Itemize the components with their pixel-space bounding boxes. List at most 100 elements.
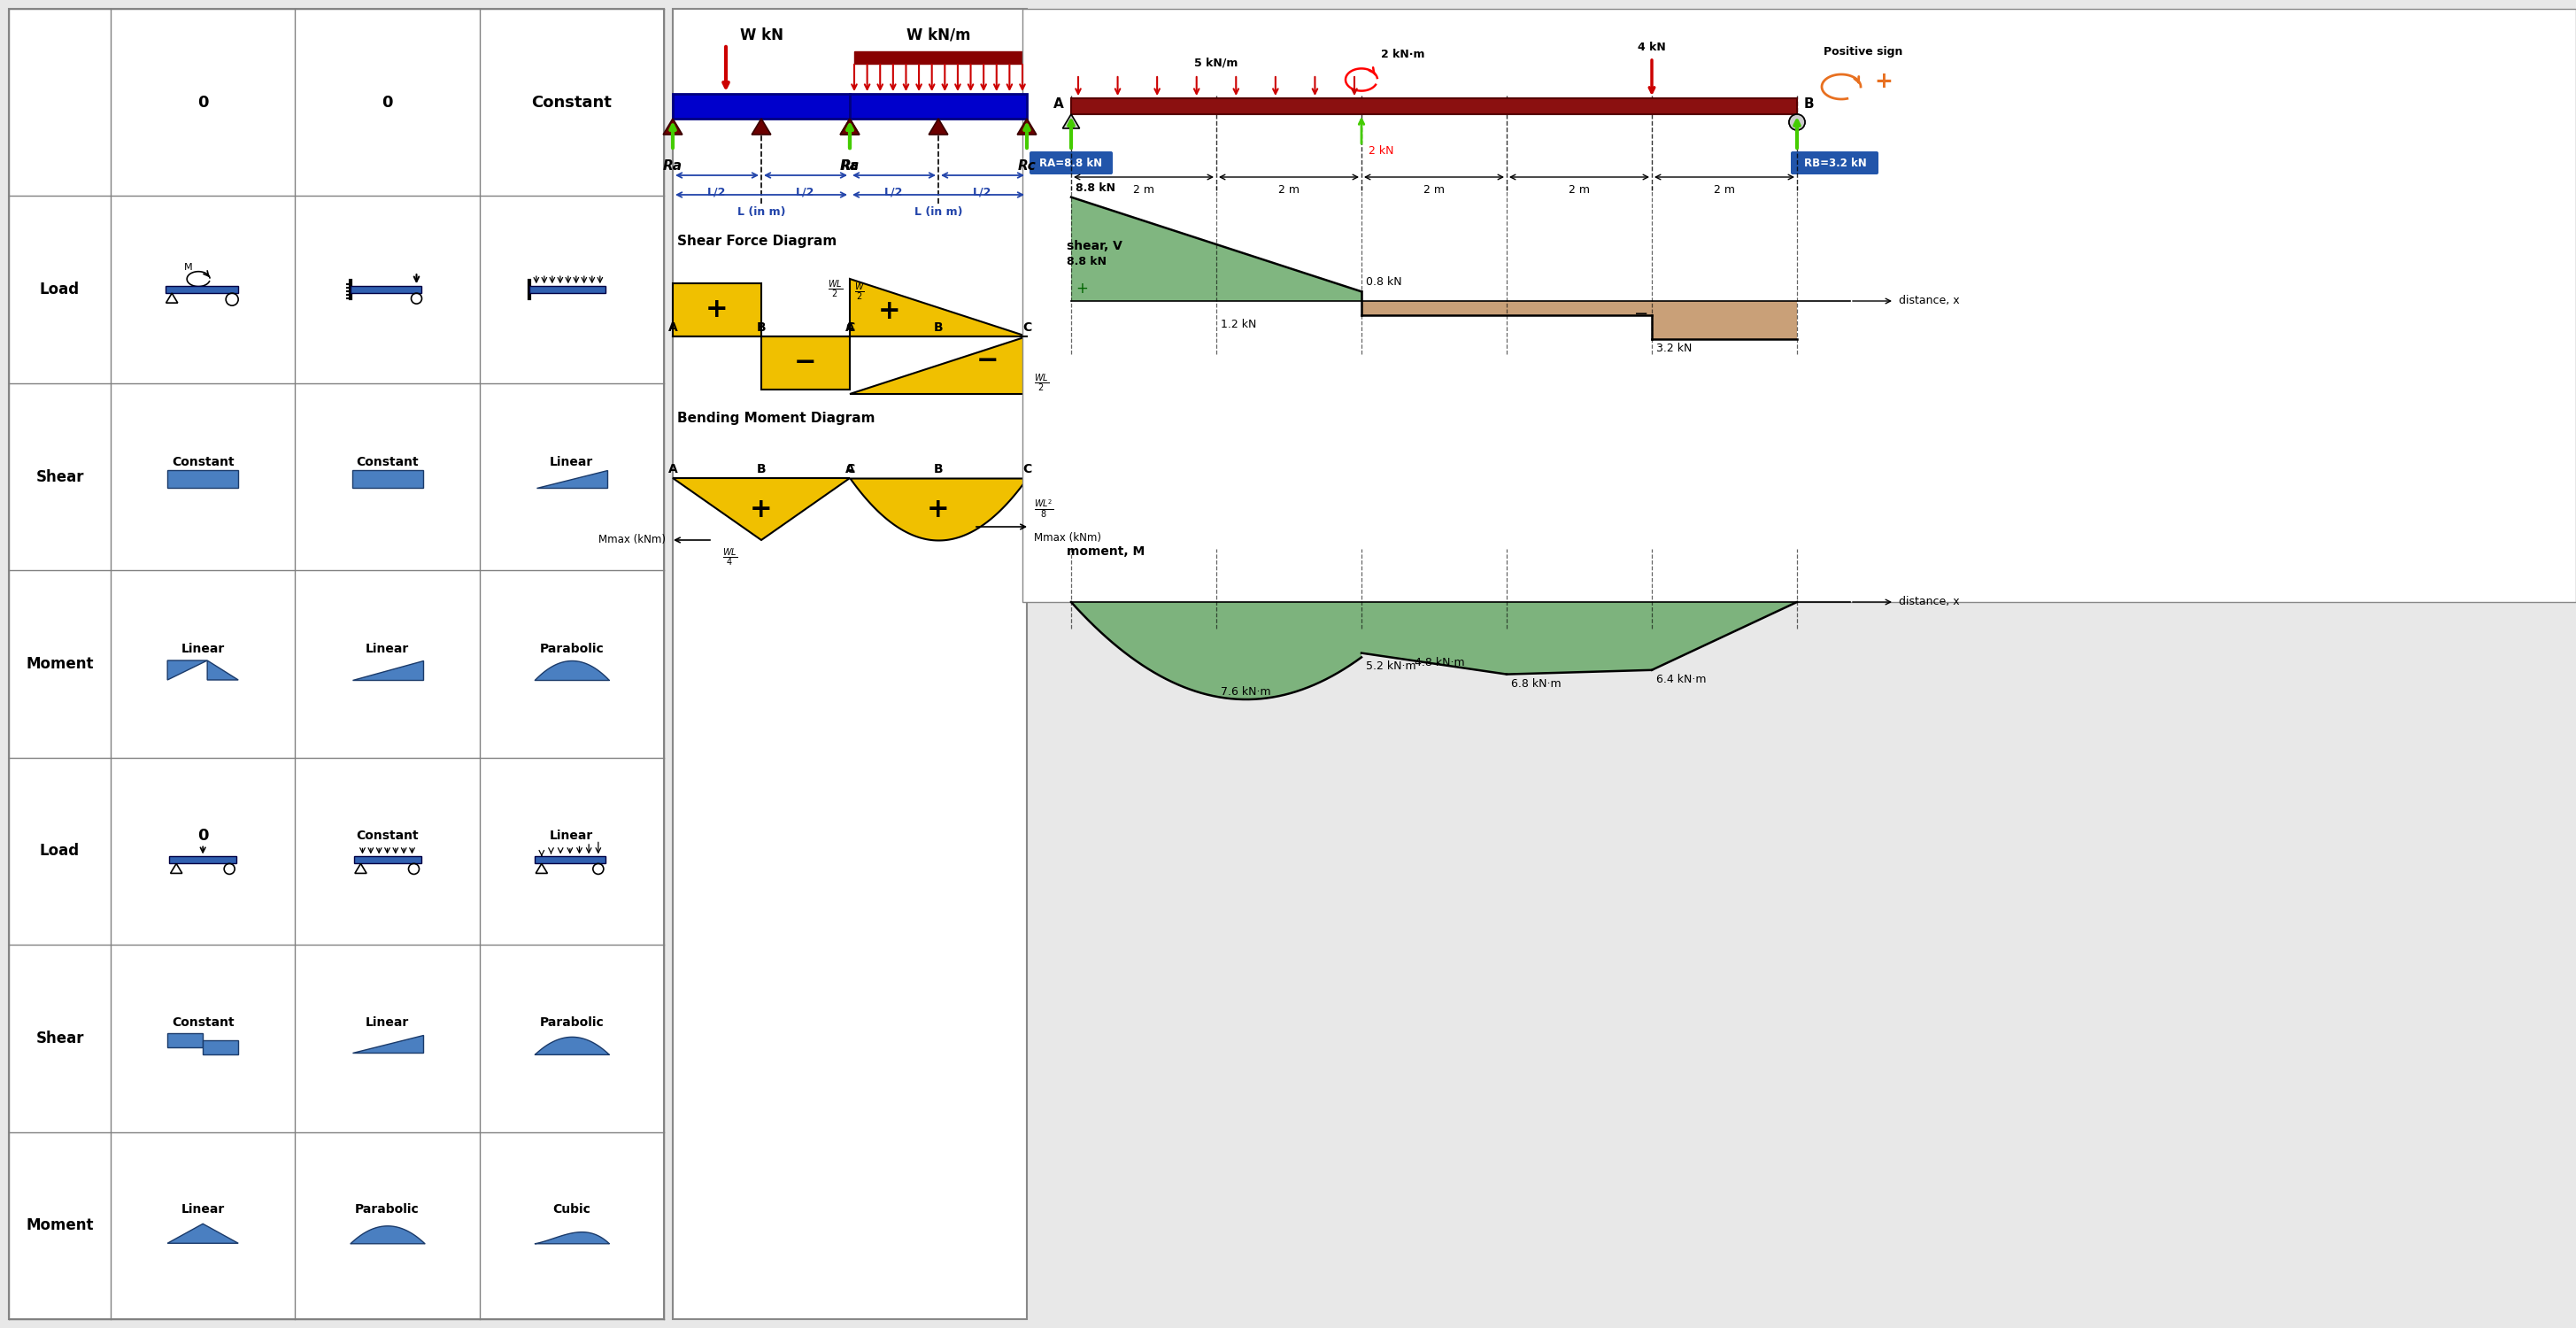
Text: L (in m): L (in m) [914, 206, 963, 218]
Text: W kN: W kN [739, 28, 783, 44]
Text: Constant: Constant [173, 456, 234, 467]
Text: B: B [757, 463, 765, 475]
Text: 4.8 kN·m: 4.8 kN·m [1414, 656, 1466, 668]
Text: 2 m: 2 m [1713, 185, 1736, 195]
Text: 5 kN/m: 5 kN/m [1195, 57, 1239, 69]
Text: 0.8 kN: 0.8 kN [1365, 276, 1401, 288]
Polygon shape [167, 1224, 237, 1243]
Text: Mmax (kNm): Mmax (kNm) [598, 534, 665, 546]
Text: 2 m: 2 m [1133, 185, 1154, 195]
Text: Ra: Ra [840, 159, 860, 173]
Text: L (in m): L (in m) [737, 206, 786, 218]
Text: RA=8.8 kN: RA=8.8 kN [1041, 157, 1103, 169]
Text: Shear Force Diagram: Shear Force Diagram [677, 235, 837, 248]
Text: Linear: Linear [549, 830, 592, 842]
Text: 2 m: 2 m [1569, 185, 1589, 195]
Text: −: − [793, 351, 817, 376]
Text: Positive sign: Positive sign [1824, 46, 1904, 57]
FancyBboxPatch shape [1030, 151, 1113, 174]
Text: Parabolic: Parabolic [538, 643, 603, 655]
Text: L/2: L/2 [974, 187, 992, 198]
Text: C: C [845, 321, 855, 333]
Text: $\frac{WL^2}{8}$: $\frac{WL^2}{8}$ [1033, 498, 1054, 519]
Text: Parabolic: Parabolic [538, 1016, 603, 1029]
Bar [167, 470, 237, 487]
Text: Mmax (kNm): Mmax (kNm) [1033, 533, 1100, 544]
Text: 3.2 kN: 3.2 kN [1656, 343, 1692, 353]
Bar [855, 52, 1023, 64]
Bar [672, 94, 850, 118]
Bar [8, 9, 665, 1319]
Text: $\frac{WL}{2}$: $\frac{WL}{2}$ [1033, 372, 1048, 394]
Text: Load: Load [39, 843, 80, 859]
Text: 2 m: 2 m [1278, 185, 1298, 195]
Bar [850, 94, 1028, 118]
Text: Rc: Rc [840, 159, 858, 173]
Polygon shape [850, 336, 1028, 394]
Polygon shape [1064, 114, 1079, 129]
Bar [672, 283, 762, 336]
Text: B: B [757, 321, 765, 333]
Polygon shape [930, 118, 948, 134]
Text: −: − [1633, 305, 1649, 323]
Polygon shape [167, 660, 206, 680]
Bar [528, 286, 605, 293]
Text: 8.8 kN: 8.8 kN [1077, 182, 1115, 194]
Text: Rc: Rc [1018, 159, 1036, 173]
Text: Bending Moment Diagram: Bending Moment Diagram [677, 412, 876, 425]
Text: Linear: Linear [549, 456, 592, 467]
Polygon shape [672, 478, 850, 540]
Text: $\frac{W}{2}$: $\frac{W}{2}$ [855, 282, 866, 303]
Text: C: C [1023, 463, 1030, 475]
Text: 1.2 kN: 1.2 kN [1221, 319, 1257, 331]
Text: 6.8 kN·m: 6.8 kN·m [1512, 677, 1561, 689]
Bar [353, 470, 422, 487]
Text: 0: 0 [381, 94, 392, 110]
Text: Load: Load [39, 282, 80, 297]
Text: B: B [933, 321, 943, 333]
Text: −: − [976, 348, 999, 374]
Text: 2 kN·m: 2 kN·m [1381, 49, 1425, 60]
Text: M: M [185, 263, 193, 272]
Polygon shape [840, 118, 860, 134]
Text: +: + [878, 299, 902, 324]
Bar [165, 286, 237, 293]
Bar [353, 857, 420, 863]
Text: W kN/m: W kN/m [907, 28, 971, 44]
Bar [536, 857, 605, 863]
Text: 8.8 kN: 8.8 kN [1066, 256, 1108, 267]
Text: +: + [1077, 280, 1087, 296]
Text: Constant: Constant [173, 1016, 234, 1029]
Polygon shape [850, 279, 1028, 336]
Text: A: A [845, 463, 855, 475]
FancyBboxPatch shape [1790, 151, 1878, 174]
Text: RB=3.2 kN: RB=3.2 kN [1803, 157, 1868, 169]
Text: L/2: L/2 [796, 187, 814, 198]
Text: A: A [1054, 97, 1064, 110]
Text: Parabolic: Parabolic [355, 1203, 420, 1216]
Text: 0: 0 [198, 829, 209, 845]
Text: $\frac{WL}{2}$: $\frac{WL}{2}$ [827, 279, 842, 300]
Circle shape [1790, 114, 1806, 130]
Polygon shape [662, 118, 683, 134]
Text: 6.4 kN·m: 6.4 kN·m [1656, 673, 1705, 685]
Text: L/2: L/2 [884, 187, 904, 198]
Bar [167, 1033, 204, 1048]
Polygon shape [840, 118, 860, 134]
Text: B: B [933, 463, 943, 475]
Text: $\frac{WL}{4}$: $\frac{WL}{4}$ [724, 547, 737, 568]
Bar [350, 286, 420, 293]
Text: 0: 0 [198, 94, 209, 110]
Text: Shear: Shear [36, 1031, 85, 1046]
Text: C: C [845, 463, 855, 475]
Text: +: + [1875, 70, 1893, 92]
Bar [204, 1040, 237, 1054]
Polygon shape [353, 1035, 422, 1053]
Text: Shear: Shear [36, 469, 85, 485]
Text: A: A [845, 321, 855, 333]
Text: Moment: Moment [26, 1218, 93, 1234]
Bar [1023, 9, 2576, 602]
Polygon shape [353, 660, 422, 680]
Bar [672, 9, 1028, 1319]
Text: 2 m: 2 m [1425, 185, 1445, 195]
